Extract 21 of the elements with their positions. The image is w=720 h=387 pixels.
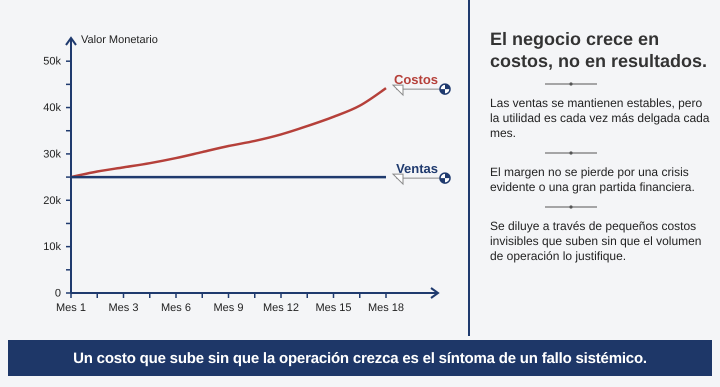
x-tick-label: Mes 12 bbox=[262, 302, 300, 314]
y-tick-label: 0 bbox=[54, 288, 61, 300]
y-tick-label: 30k bbox=[43, 148, 62, 160]
text: Se diluye a través de pequeños costos invisibles que suben sin que el volumen de operación lo justifique. bbox=[490, 219, 702, 264]
text: El margen no se pierde por una crisis evidente o una gran partida financiera. bbox=[490, 165, 696, 195]
x-tick-label: Mes 9 bbox=[214, 302, 244, 314]
x-tick-label: Mes 3 bbox=[108, 302, 138, 314]
y-tick-label: 50k bbox=[43, 56, 62, 68]
y-tick-label: 10k bbox=[43, 241, 62, 254]
text: Las ventas se mantienen estables, pero la utilidad es cada vez más delgada cada mes. bbox=[490, 96, 710, 141]
x-tick-label: Mes 18 bbox=[368, 302, 404, 314]
x-tick-label: Mes 6 bbox=[161, 302, 191, 314]
y-tick-label: 40k bbox=[43, 102, 62, 114]
text: El negocio crece en costos, no en resultados. bbox=[490, 28, 708, 72]
y-tick-label: 20k bbox=[43, 194, 62, 207]
series-label: Costos bbox=[394, 72, 438, 88]
series-label: Ventas bbox=[396, 161, 438, 176]
x-tick-label: Mes 15 bbox=[315, 302, 352, 314]
text: Un costo que sube sin que la operación crezca es el síntoma de un fallo sistémico. bbox=[8, 340, 712, 376]
x-tick-label: Mes 1 bbox=[56, 302, 86, 314]
y-axis-title: Valor Monetario bbox=[81, 34, 158, 46]
